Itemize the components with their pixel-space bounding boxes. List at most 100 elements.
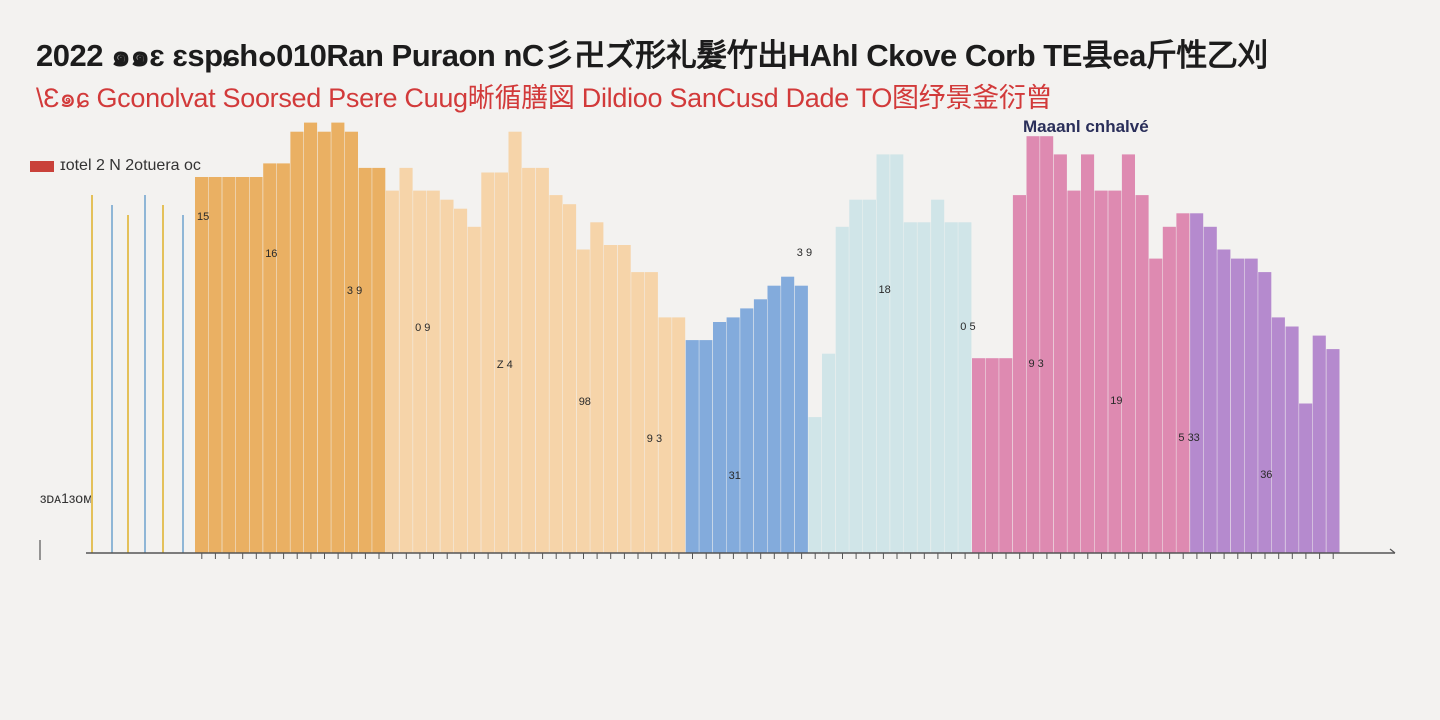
- bar-pink-63: [1053, 154, 1067, 553]
- data-label-1: 16: [265, 248, 277, 260]
- data-label-3: 0 9: [415, 322, 430, 334]
- x-axis-right-tick: [1389, 548, 1396, 554]
- bar-purple-74: [1203, 226, 1217, 554]
- bar-orange-5: [263, 163, 277, 553]
- data-label-7: 31: [729, 470, 741, 482]
- bar-peach-18: [440, 199, 454, 553]
- data-label-14: 36: [1260, 469, 1272, 481]
- bar-pink-67: [1108, 190, 1122, 553]
- bar-mint-53: [917, 222, 931, 554]
- bar-peach-22: [494, 172, 508, 553]
- bar-orange-0: [195, 177, 209, 553]
- bar-purple-80: [1285, 326, 1299, 553]
- bar-orange-9: [317, 131, 331, 553]
- bar-peach-15: [399, 167, 413, 553]
- bar-peach-19: [454, 208, 468, 553]
- bar-purple-82: [1312, 335, 1326, 553]
- bar-blue-38: [713, 322, 727, 553]
- data-label-5: 98: [579, 396, 591, 408]
- x-ticks-layer: [201, 553, 1334, 559]
- bar-orange-10: [331, 122, 345, 553]
- bar-peach-21: [481, 172, 495, 553]
- bar-peach-20: [467, 226, 481, 554]
- bar-peach-17: [426, 190, 440, 553]
- bar-pink-64: [1067, 190, 1081, 553]
- bar-peach-29: [590, 222, 604, 554]
- bar-peach-34: [658, 317, 672, 553]
- bar-orange-6: [276, 163, 290, 553]
- bar-peach-23: [508, 131, 522, 553]
- bar-pink-57: [972, 358, 986, 553]
- bar-orange-4: [249, 177, 263, 553]
- bar-blue-43: [781, 276, 795, 553]
- bar-purple-73: [1190, 213, 1204, 554]
- bar-pink-59: [999, 358, 1013, 553]
- bar-orange-13: [372, 167, 386, 553]
- legend-swatch: [30, 160, 54, 172]
- chart-title: 2022 ๑๑ɛ ɛspɕh๐010Ran Puraon nC彡卍ズ形礼髮竹出H…: [36, 38, 1268, 73]
- bar-purple-76: [1231, 258, 1245, 553]
- bar-mint-47: [835, 226, 849, 554]
- bar-peach-27: [563, 204, 577, 553]
- bar-purple-78: [1258, 272, 1272, 553]
- bar-orange-8: [304, 122, 318, 553]
- bar-blue-37: [699, 340, 713, 553]
- data-label-12: 19: [1110, 395, 1122, 407]
- bar-mint-54: [931, 199, 945, 553]
- data-label-13: 5 33: [1178, 432, 1199, 444]
- data-label-10: 0 5: [960, 321, 975, 333]
- bar-mint-55: [944, 222, 958, 554]
- bar-peach-35: [672, 317, 686, 553]
- bar-orange-1: [208, 177, 222, 553]
- data-label-0: 15: [197, 211, 209, 223]
- bar-peach-24: [522, 167, 536, 553]
- bar-pink-68: [1121, 154, 1135, 553]
- footnote: ɜᴅᴀ1ɜᴏᴍ: [40, 490, 93, 506]
- bar-purple-75: [1217, 249, 1231, 553]
- bar-blue-39: [726, 317, 740, 553]
- bar-pink-65: [1081, 154, 1095, 553]
- bar-peach-32: [631, 272, 645, 553]
- data-label-8: 3 9: [797, 247, 812, 259]
- bar-orange-7: [290, 131, 304, 553]
- bar-peach-31: [617, 245, 631, 553]
- bar-purple-79: [1271, 317, 1285, 553]
- bar-peach-25: [535, 167, 549, 553]
- bar-pink-72: [1176, 213, 1190, 554]
- data-label-4: Z 4: [497, 359, 513, 371]
- chart-subtitle: \Ɛ๑ɕ Gconolvat Soorsed Psere Cuug晰循膳図 Di…: [36, 83, 1053, 113]
- bars-layer: [91, 122, 1340, 554]
- y-axis-title-text: ɪᴏtel 2 N 2otuera oc: [60, 157, 201, 174]
- bar-mint-45: [808, 417, 822, 553]
- bar-mint-48: [849, 199, 863, 553]
- bar-blue-36: [685, 340, 699, 553]
- bar-pink-60: [1012, 195, 1026, 553]
- bar-orange-12: [358, 167, 372, 553]
- bar-mint-56: [958, 222, 972, 554]
- bar-purple-83: [1326, 349, 1340, 553]
- bar-peach-33: [644, 272, 658, 553]
- bar-pink-58: [985, 358, 999, 553]
- bar-pink-61: [1026, 136, 1040, 553]
- bar-pink-66: [1094, 190, 1108, 553]
- data-label-11: 9 3: [1029, 358, 1044, 370]
- bar-mint-49: [862, 199, 876, 553]
- bar-peach-28: [576, 249, 590, 553]
- y-axis-title: ɪᴏtel 2 N 2otuera oc: [30, 157, 201, 175]
- bar-blue-41: [753, 299, 767, 553]
- bar-pink-71: [1162, 226, 1176, 554]
- bar-mint-51: [890, 154, 904, 553]
- bar-orange-3: [235, 177, 249, 553]
- data-label-2: 3 9: [347, 285, 362, 297]
- bar-pink-69: [1135, 195, 1149, 553]
- data-label-6: 9 3: [647, 433, 662, 445]
- bar-peach-14: [385, 190, 399, 553]
- bar-blue-42: [767, 285, 781, 553]
- bar-orange-2: [222, 177, 236, 553]
- data-label-9: 18: [879, 284, 891, 296]
- bar-peach-26: [549, 195, 563, 553]
- bar-purple-77: [1244, 258, 1258, 553]
- bar-pink-62: [1040, 136, 1054, 553]
- bar-blue-40: [740, 308, 754, 553]
